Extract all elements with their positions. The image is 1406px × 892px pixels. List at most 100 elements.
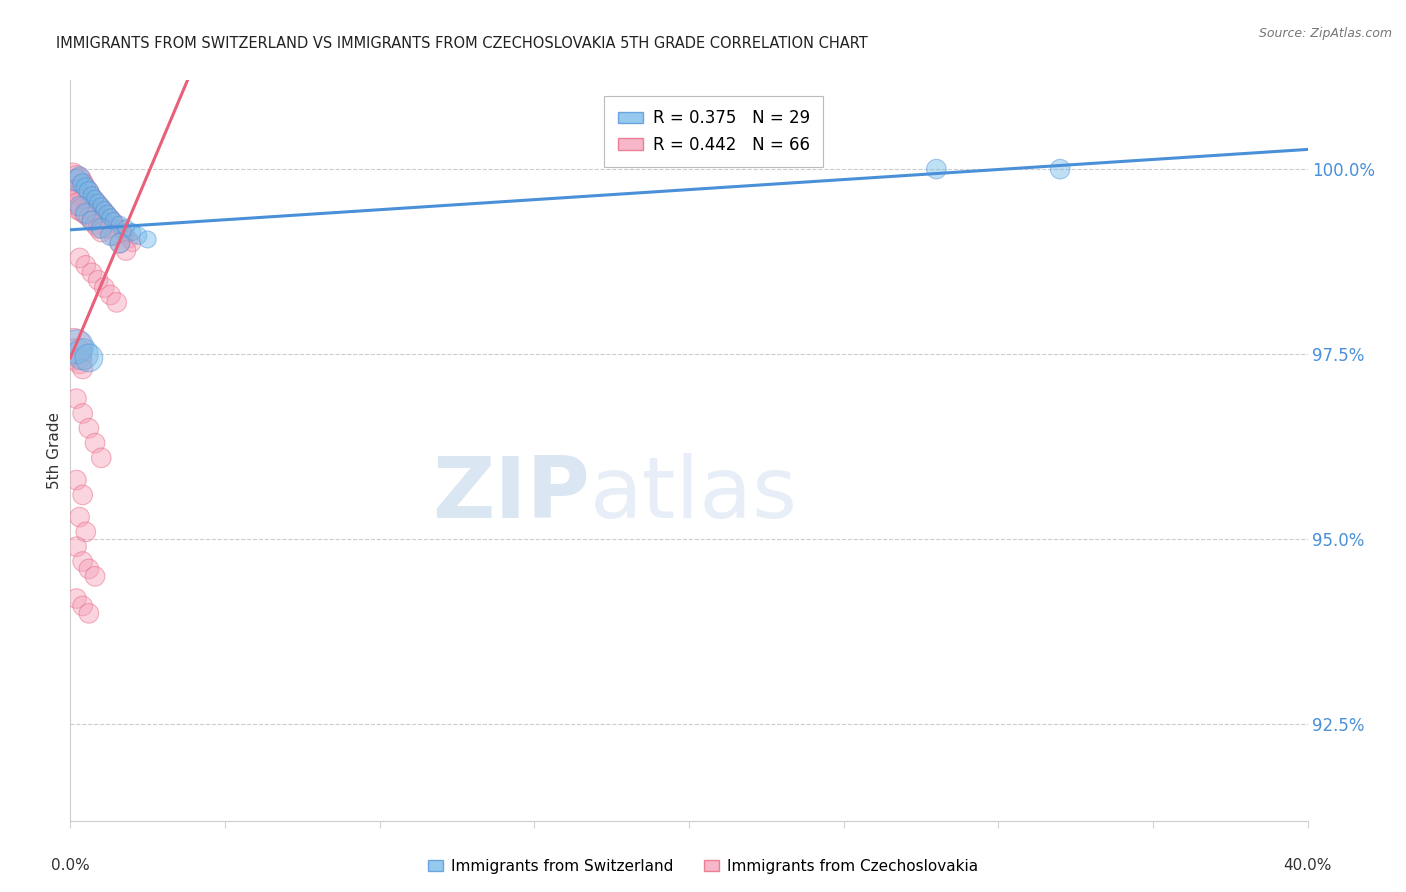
Point xyxy=(127,228,149,243)
Point xyxy=(103,228,125,243)
Point xyxy=(65,392,87,406)
Point xyxy=(103,214,125,228)
Point xyxy=(69,199,91,213)
Point xyxy=(100,228,122,243)
Point xyxy=(62,166,84,180)
Point xyxy=(65,173,87,187)
Point xyxy=(84,192,107,206)
Point xyxy=(90,214,112,228)
Point xyxy=(72,347,94,361)
Point xyxy=(75,206,97,220)
Point xyxy=(69,510,91,524)
Point xyxy=(72,192,94,206)
Point xyxy=(115,221,138,235)
Point xyxy=(77,562,100,576)
Text: ZIP: ZIP xyxy=(432,453,591,536)
Point xyxy=(100,288,122,302)
Point xyxy=(65,473,87,487)
Text: Source: ZipAtlas.com: Source: ZipAtlas.com xyxy=(1258,27,1392,40)
Point xyxy=(90,221,112,235)
Text: IMMIGRANTS FROM SWITZERLAND VS IMMIGRANTS FROM CZECHOSLOVAKIA 5TH GRADE CORRELAT: IMMIGRANTS FROM SWITZERLAND VS IMMIGRANT… xyxy=(56,36,868,51)
Point xyxy=(84,218,107,232)
Point xyxy=(115,228,138,243)
Point xyxy=(72,202,94,217)
Point xyxy=(65,169,87,184)
Point xyxy=(93,202,115,217)
Point xyxy=(69,251,91,265)
Point xyxy=(90,199,112,213)
Point xyxy=(65,195,87,210)
Point xyxy=(77,211,100,225)
Point xyxy=(77,185,100,199)
Point xyxy=(136,232,159,246)
Legend: R = 0.375   N = 29, R = 0.442   N = 66: R = 0.375 N = 29, R = 0.442 N = 66 xyxy=(605,96,823,167)
Point xyxy=(69,173,91,187)
Point xyxy=(925,162,948,177)
Point xyxy=(100,211,122,225)
Point xyxy=(103,214,125,228)
Point xyxy=(69,354,91,368)
Point xyxy=(72,362,94,376)
Point xyxy=(84,192,107,206)
Point xyxy=(90,450,112,465)
Point xyxy=(111,225,134,239)
Point xyxy=(115,244,138,258)
Point xyxy=(72,177,94,191)
Point xyxy=(93,202,115,217)
Point xyxy=(84,206,107,220)
Point xyxy=(69,199,91,213)
Point xyxy=(108,218,131,232)
Point xyxy=(80,214,103,228)
Point xyxy=(100,211,122,225)
Point xyxy=(118,232,141,246)
Point xyxy=(90,199,112,213)
Point xyxy=(90,225,112,239)
Point xyxy=(84,436,107,450)
Point xyxy=(72,488,94,502)
Point xyxy=(65,347,87,361)
Point xyxy=(75,259,97,273)
Point xyxy=(75,206,97,220)
Point xyxy=(65,185,87,199)
Point xyxy=(72,177,94,191)
Point xyxy=(80,266,103,280)
Y-axis label: 5th Grade: 5th Grade xyxy=(46,412,62,489)
Text: 0.0%: 0.0% xyxy=(51,858,90,872)
Point xyxy=(75,180,97,194)
Point xyxy=(84,569,107,583)
Text: 40.0%: 40.0% xyxy=(1284,858,1331,872)
Point xyxy=(105,295,128,310)
Point xyxy=(121,236,143,251)
Point xyxy=(105,218,128,232)
Point xyxy=(87,195,110,210)
Point xyxy=(80,188,103,202)
Point xyxy=(96,206,118,220)
Point xyxy=(77,185,100,199)
Point xyxy=(77,421,100,435)
Point xyxy=(80,188,103,202)
Point xyxy=(75,524,97,539)
Point xyxy=(65,540,87,554)
Point xyxy=(77,351,100,365)
Point xyxy=(72,599,94,613)
Point xyxy=(75,180,97,194)
Point xyxy=(93,280,115,294)
Point xyxy=(108,221,131,235)
Text: atlas: atlas xyxy=(591,453,799,536)
Point xyxy=(62,340,84,354)
Point xyxy=(80,214,103,228)
Point xyxy=(121,225,143,239)
Point xyxy=(65,591,87,606)
Point xyxy=(72,407,94,421)
Point xyxy=(108,236,131,251)
Point xyxy=(87,273,110,287)
Point xyxy=(62,192,84,206)
Point xyxy=(108,236,131,251)
Point xyxy=(1049,162,1071,177)
Point xyxy=(69,169,91,184)
Point xyxy=(96,221,118,235)
Point xyxy=(65,340,87,354)
Point xyxy=(77,607,100,621)
Legend: Immigrants from Switzerland, Immigrants from Czechoslovakia: Immigrants from Switzerland, Immigrants … xyxy=(422,853,984,880)
Point xyxy=(96,206,118,220)
